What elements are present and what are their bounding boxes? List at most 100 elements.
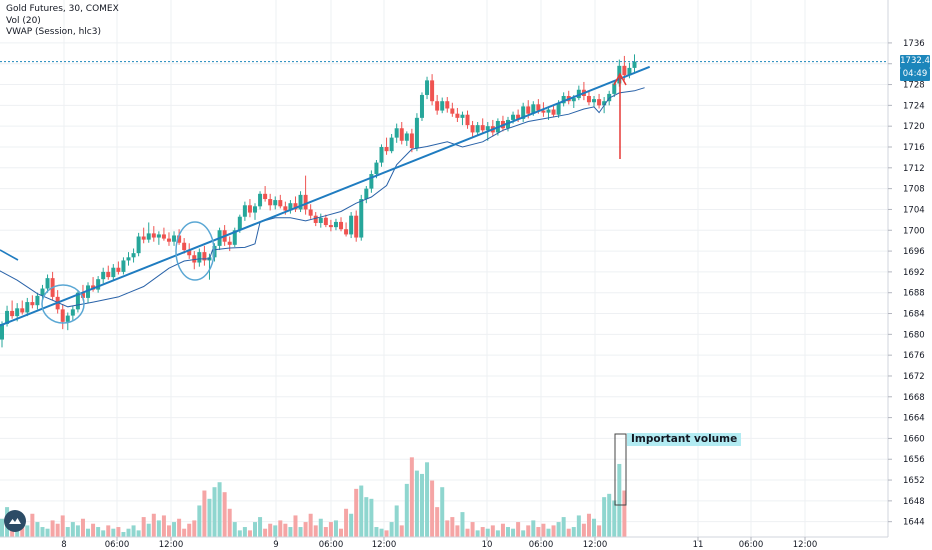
volume-bar	[333, 520, 338, 537]
price-tick-label: 1712	[903, 164, 925, 174]
volume-bar	[40, 527, 45, 537]
candle	[227, 236, 232, 252]
volume-bar	[172, 522, 177, 537]
volume-bar	[551, 525, 556, 537]
candle	[96, 276, 101, 293]
volume-bar	[131, 525, 136, 537]
candle	[632, 54, 637, 73]
highlight-circle-2[interactable]	[175, 221, 215, 281]
volume-indicator-label[interactable]: Vol (20)	[6, 15, 41, 26]
time-tick-label: 06:00	[319, 540, 344, 550]
price-tick-label: 1696	[903, 247, 925, 257]
volume-bar	[612, 500, 617, 537]
price-tick-label: 1660	[903, 434, 925, 444]
candle	[273, 196, 278, 210]
volume-bar	[425, 462, 430, 537]
volume-bar	[359, 485, 364, 537]
candle	[328, 219, 333, 232]
volume-bar	[318, 518, 323, 537]
candle	[278, 194, 283, 209]
volume-bar	[293, 515, 298, 537]
volume-bar	[450, 517, 455, 537]
volume-bar	[35, 522, 40, 537]
candle	[263, 186, 268, 202]
volume-bar	[177, 518, 182, 537]
time-tick-label: 06:00	[105, 540, 130, 550]
volume-bar	[480, 527, 485, 537]
time-tick-label: 9	[273, 540, 278, 550]
candle	[339, 217, 344, 232]
candle	[349, 212, 354, 239]
volume-bar	[50, 520, 55, 537]
price-tick-label: 1664	[903, 414, 925, 424]
volume-bar	[435, 507, 440, 537]
tradingview-logo-icon[interactable]	[4, 510, 26, 532]
volume-bar	[511, 528, 516, 537]
volume-bar	[227, 508, 232, 537]
volume-bar	[556, 522, 561, 537]
trend-line[interactable]	[0, 65, 651, 349]
candle	[333, 218, 338, 231]
volume-bar	[303, 522, 308, 537]
time-tick-label: 10	[482, 540, 493, 550]
symbol-title[interactable]: Gold Futures, 30, COMEX	[6, 4, 119, 14]
volume-bar	[288, 527, 293, 537]
volume-bar	[490, 525, 495, 537]
volume-bar	[531, 520, 536, 537]
volume-bar	[253, 522, 257, 537]
candle	[151, 226, 156, 242]
candle	[576, 85, 581, 101]
volume-bar	[460, 512, 465, 537]
candle	[414, 113, 419, 152]
candle	[156, 231, 161, 245]
volume-bar	[419, 473, 424, 537]
candle	[202, 245, 207, 266]
volume-bar	[440, 487, 445, 537]
candle	[455, 107, 460, 123]
candle	[253, 203, 257, 220]
candle	[500, 115, 505, 132]
price-axis[interactable]: 1736173217281724172017161712170817041700…	[887, 0, 932, 550]
time-axis[interactable]: 8 06:00 12:00 9 06:00 12:00 10 06:00 12:00 11 06:0…	[0, 536, 932, 550]
price-tick-label: 1724	[903, 101, 925, 111]
price-tick-label: 1736	[903, 39, 925, 49]
volume-bar	[379, 528, 384, 537]
volume-bar	[166, 525, 171, 537]
vwap-indicator-label[interactable]: VWAP (Session, hlc3)	[6, 27, 101, 37]
vwap-line	[0, 87, 645, 308]
candle	[182, 238, 187, 254]
volume-bar	[597, 525, 602, 537]
highlight-circle-1[interactable]	[41, 284, 85, 324]
volume-bar	[364, 497, 369, 537]
price-tick-label: 1652	[903, 476, 925, 486]
volume-bar	[197, 505, 202, 537]
volume-bar	[25, 525, 30, 537]
time-tick-label: 12:00	[159, 540, 184, 550]
candle	[258, 191, 263, 210]
volume-bar	[268, 523, 273, 537]
price-axis-background	[888, 0, 932, 550]
volume-bar	[70, 522, 75, 537]
volume-bar	[237, 530, 242, 537]
volume-bar	[536, 527, 541, 537]
price-tick-label: 1680	[903, 330, 925, 340]
candle	[177, 229, 182, 245]
volume-bar	[106, 525, 111, 537]
volume-bar	[308, 513, 313, 537]
volume-bar	[80, 518, 85, 537]
candle	[293, 196, 298, 213]
volume-bar	[617, 463, 622, 537]
volume-bar	[328, 522, 333, 537]
candle	[313, 212, 318, 227]
candle	[551, 105, 556, 117]
candle	[45, 274, 50, 293]
candle	[521, 102, 526, 123]
candle	[318, 213, 323, 228]
candle	[344, 222, 349, 237]
candle	[10, 300, 15, 319]
time-tick-label: 12:00	[583, 540, 608, 550]
volume-bar	[273, 525, 278, 537]
candle	[364, 186, 369, 204]
volume-bar	[283, 523, 288, 537]
